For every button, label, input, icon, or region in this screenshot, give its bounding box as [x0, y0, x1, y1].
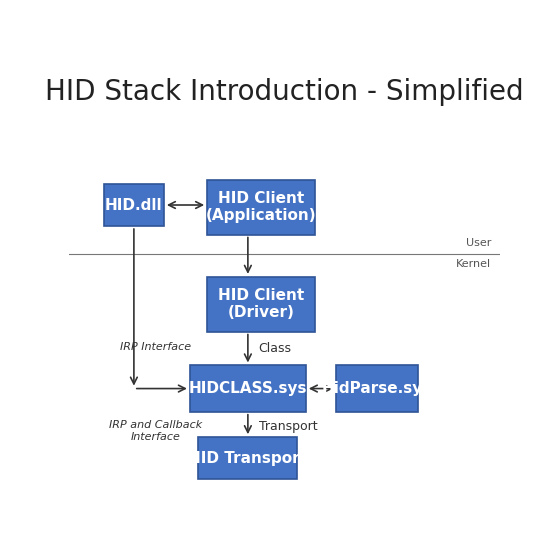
Text: HID Stack Introduction - Simplified: HID Stack Introduction - Simplified [45, 78, 524, 106]
Text: HID Client
(Application): HID Client (Application) [205, 191, 316, 224]
FancyBboxPatch shape [199, 437, 297, 480]
Text: HidParse.sys: HidParse.sys [322, 381, 432, 396]
FancyBboxPatch shape [104, 184, 164, 226]
Text: Kernel: Kernel [456, 259, 491, 269]
Text: Transport: Transport [259, 420, 317, 433]
Text: HIDCLASS.sys: HIDCLASS.sys [189, 381, 307, 396]
Text: HID Transport: HID Transport [188, 450, 307, 466]
Text: HID.dll: HID.dll [105, 197, 163, 213]
Text: IRP Interface: IRP Interface [120, 342, 191, 352]
Text: HID Client
(Driver): HID Client (Driver) [218, 288, 304, 321]
FancyBboxPatch shape [207, 180, 315, 235]
FancyBboxPatch shape [336, 366, 418, 412]
Text: User: User [466, 238, 491, 248]
Text: Class: Class [259, 342, 291, 355]
FancyBboxPatch shape [190, 366, 306, 412]
Text: IRP and Callback
Interface: IRP and Callback Interface [109, 420, 202, 442]
FancyBboxPatch shape [207, 277, 315, 332]
